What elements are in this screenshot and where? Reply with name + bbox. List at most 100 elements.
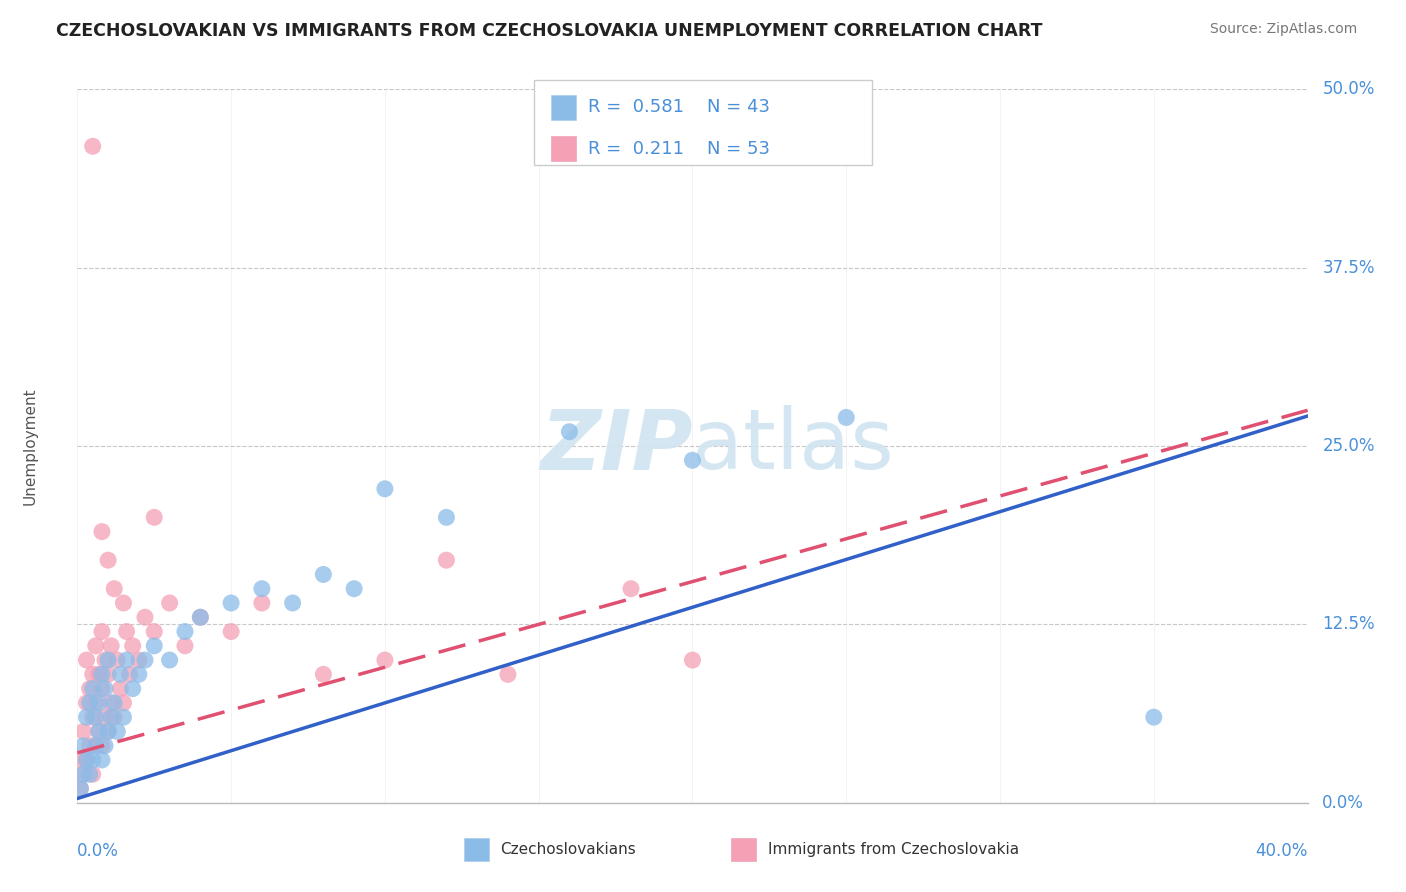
Point [159, 596, 181, 610]
Point [72, 724, 94, 739]
Text: Source: ZipAtlas.com: Source: ZipAtlas.com [1209, 22, 1357, 37]
Text: 0.0%: 0.0% [1323, 794, 1364, 812]
Point [100, 639, 122, 653]
Point [87, 724, 110, 739]
Point [79, 767, 101, 781]
Point [174, 639, 197, 653]
Point [103, 710, 125, 724]
Point [134, 653, 156, 667]
Point [343, 582, 366, 596]
Text: 12.5%: 12.5% [1323, 615, 1375, 633]
Point [87, 696, 110, 710]
Point [90, 624, 114, 639]
Point [94, 710, 117, 724]
Point [72, 739, 94, 753]
Point [76, 653, 98, 667]
Point [97, 724, 120, 739]
Point [94, 739, 117, 753]
Point [110, 667, 132, 681]
Point [128, 653, 150, 667]
Point [374, 653, 396, 667]
Point [87, 724, 110, 739]
Point [100, 710, 122, 724]
Point [82, 681, 104, 696]
Point [69, 781, 91, 796]
Point [188, 610, 212, 624]
Text: 25.0%: 25.0% [1323, 437, 1375, 455]
Text: ZIP: ZIP [540, 406, 693, 486]
Point [436, 510, 458, 524]
Point [94, 653, 117, 667]
Point [103, 582, 125, 596]
Point [69, 781, 91, 796]
Point [79, 681, 101, 696]
Point [90, 667, 114, 681]
Point [112, 710, 135, 724]
Point [94, 681, 117, 696]
Text: 37.5%: 37.5% [1323, 259, 1375, 277]
Point [682, 653, 704, 667]
Point [90, 524, 114, 539]
Point [76, 696, 98, 710]
Point [112, 696, 135, 710]
Point [72, 767, 94, 781]
Text: Unemployment: Unemployment [22, 387, 38, 505]
Point [250, 596, 273, 610]
Point [219, 596, 242, 610]
Point [682, 453, 704, 467]
Point [281, 596, 304, 610]
Point [72, 767, 94, 781]
Text: R =  0.211    N = 53: R = 0.211 N = 53 [588, 140, 769, 158]
Point [312, 567, 335, 582]
Point [97, 667, 120, 681]
Point [112, 596, 135, 610]
Point [219, 624, 242, 639]
Point [188, 610, 212, 624]
Point [118, 667, 141, 681]
Point [121, 639, 143, 653]
Point [82, 767, 104, 781]
Point [90, 739, 114, 753]
Point [128, 667, 150, 681]
Point [620, 582, 643, 596]
Point [835, 410, 858, 425]
Point [76, 710, 98, 724]
Text: Czechoslovakians: Czechoslovakians [501, 842, 637, 856]
Text: 0.0%: 0.0% [77, 842, 120, 860]
Text: 40.0%: 40.0% [1256, 842, 1308, 860]
Point [121, 681, 143, 696]
Text: atlas: atlas [693, 406, 894, 486]
Point [103, 696, 125, 710]
Point [79, 739, 101, 753]
Point [97, 553, 120, 567]
Point [558, 425, 581, 439]
Point [97, 724, 120, 739]
Point [250, 582, 273, 596]
Point [76, 753, 98, 767]
Point [312, 667, 335, 681]
Text: R =  0.581    N = 43: R = 0.581 N = 43 [588, 98, 769, 116]
Point [1143, 710, 1166, 724]
Point [87, 667, 110, 681]
Point [69, 753, 91, 767]
Point [84, 739, 107, 753]
Point [143, 639, 166, 653]
Point [97, 653, 120, 667]
Point [82, 710, 104, 724]
Point [496, 667, 519, 681]
Point [100, 696, 122, 710]
Point [84, 739, 107, 753]
Point [79, 696, 101, 710]
Point [110, 681, 132, 696]
Text: Immigrants from Czechoslovakia: Immigrants from Czechoslovakia [768, 842, 1019, 856]
Point [84, 639, 107, 653]
Point [76, 753, 98, 767]
Point [374, 482, 396, 496]
Point [105, 653, 128, 667]
Point [84, 710, 107, 724]
Point [143, 510, 166, 524]
Point [82, 139, 104, 153]
Point [82, 667, 104, 681]
Point [115, 653, 138, 667]
Point [115, 624, 138, 639]
